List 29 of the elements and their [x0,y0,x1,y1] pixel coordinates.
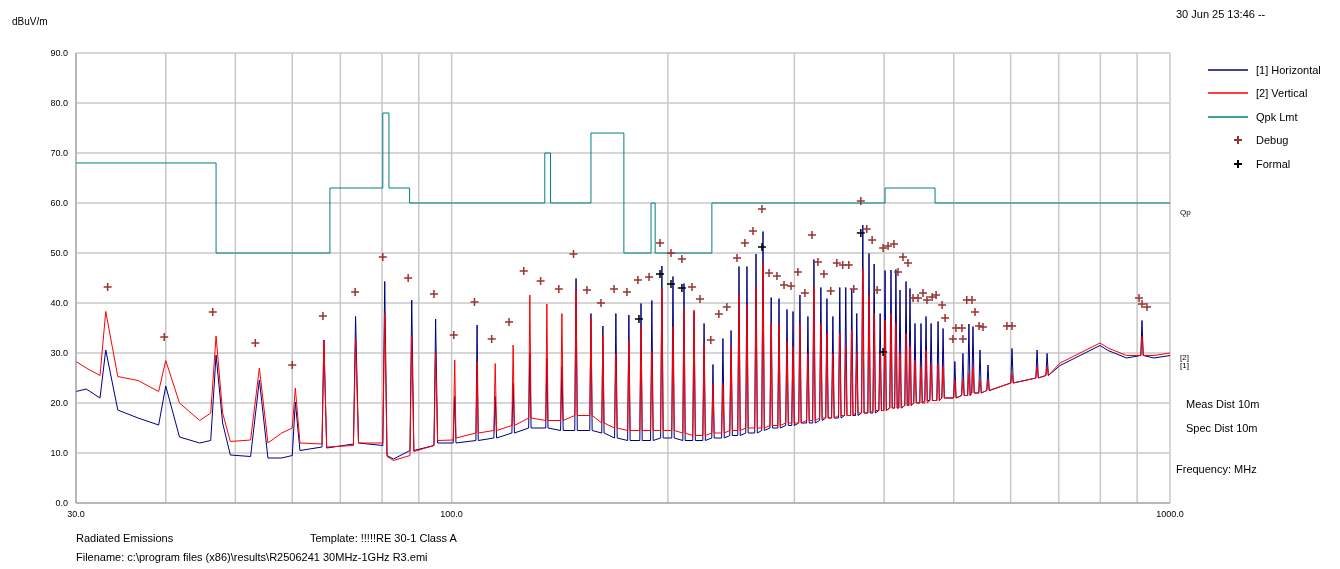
legend-label: Formal [1256,157,1291,170]
text: Radiated Emissions [76,532,174,544]
y-tick-label: 70.0 [50,148,68,159]
legend-label: Debug [1256,134,1289,147]
y-tick-label: 10.0 [50,448,68,459]
text: Filename: c:\program files (x86)\results\R2506241 30MHz-1GHz R3.emi [76,551,428,563]
x-tick-label: 1000.0 [1156,509,1184,520]
x-tick-label: 100.0 [440,509,463,520]
legend-label: Qpk Lmt [1256,110,1298,123]
y-tick-label: 30.0 [50,348,68,359]
y-tick-label: 20.0 [50,398,68,409]
y-tick-label: 90.0 [50,48,68,59]
y-tick-label: 50.0 [50,248,68,259]
x-tick-label: 30.0 [67,509,85,520]
text: [2] [1180,353,1189,362]
text: Qp [1180,208,1191,217]
y-tick-label: 0.0 [55,498,68,509]
y-tick-label: 60.0 [50,198,68,209]
y-tick-label: 40.0 [50,298,68,309]
y-axis-title: dBuV/m [12,16,48,27]
text: 30 Jun 25 13:46 -- [1176,8,1266,20]
y-tick-label: 80.0 [50,98,68,109]
text: Meas Dist 10m [1186,398,1260,410]
text: Spec Dist 10m [1186,422,1258,434]
legend-label: [2] Vertical [1256,87,1308,100]
x-axis-title: Frequency: MHz [1176,463,1257,475]
text: Template: !!!!!RE 30-1 Class A [310,532,457,544]
legend-label: [1] Horizontal [1256,63,1321,76]
text: [1] [1180,361,1189,370]
